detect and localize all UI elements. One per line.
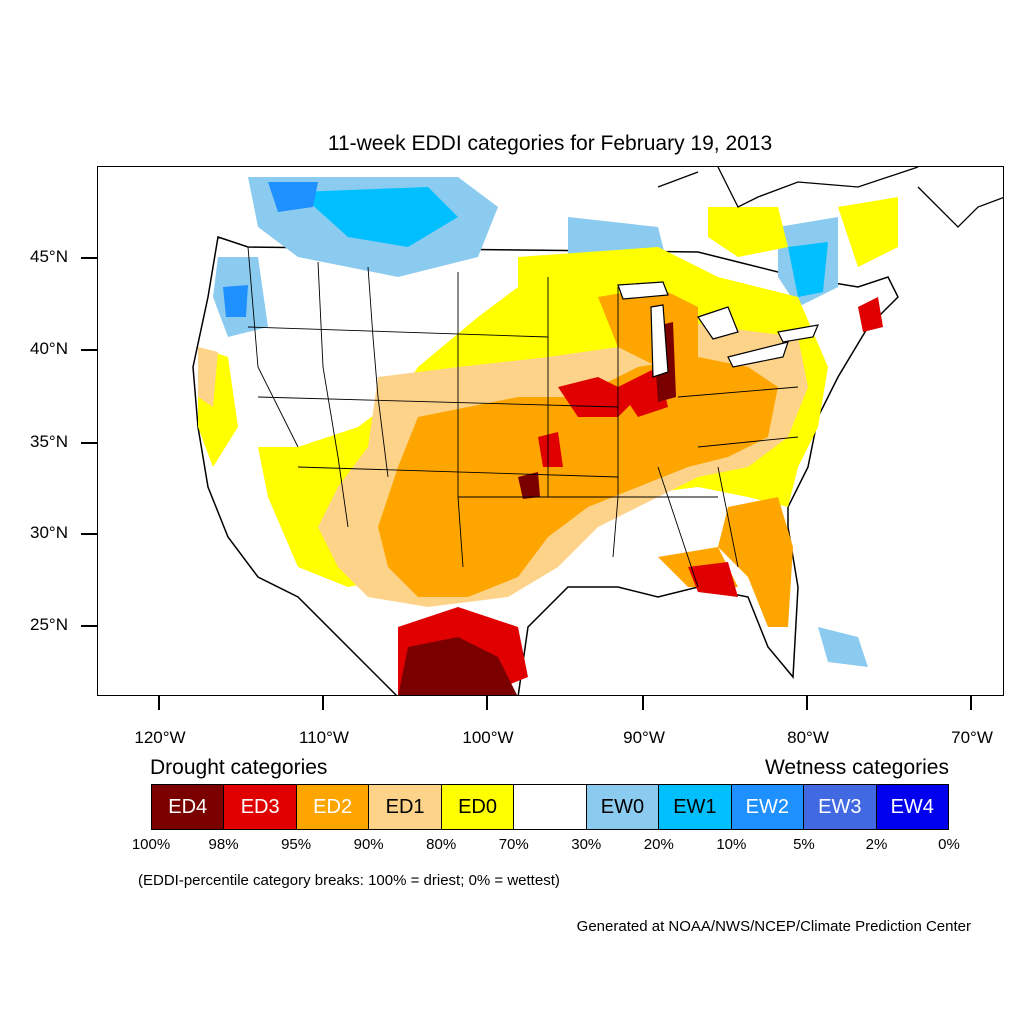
legend-category-ew2: EW2 xyxy=(731,785,805,829)
wetness-heading: Wetness categories xyxy=(764,756,949,779)
lon-label-100w: 100°W xyxy=(462,728,514,747)
legend-category-neutral xyxy=(514,785,587,829)
legend-color-bar: ED4 ED3 ED2 ED1 ED0 EW0 EW1 EW2 EW3 EW4 xyxy=(151,784,949,830)
lon-label-70w: 70°W xyxy=(951,728,993,747)
percentile-label: 5% xyxy=(793,836,815,853)
lon-tick xyxy=(158,696,160,710)
lat-label-45: 45°N xyxy=(30,247,68,266)
legend-category-ed3: ED3 xyxy=(224,785,297,829)
percentile-label: 98% xyxy=(208,836,239,853)
lat-tick xyxy=(81,257,97,259)
percentile-label: 95% xyxy=(281,836,312,853)
percentile-label: 70% xyxy=(498,836,529,853)
lon-tick xyxy=(486,696,488,710)
percentile-label: 0% xyxy=(938,836,960,853)
state-boundaries xyxy=(247,246,799,588)
lat-tick xyxy=(81,442,97,444)
percentile-label: 20% xyxy=(643,836,674,853)
credit-line: Generated at NOAA/NWS/NCEP/Climate Predi… xyxy=(576,918,971,935)
lat-tick xyxy=(81,625,97,627)
legend-category-ew1: EW1 xyxy=(659,785,732,829)
eddi-map xyxy=(192,167,1003,695)
legend-category-ew0: EW0 xyxy=(586,785,660,829)
lon-tick xyxy=(642,696,644,710)
great-lakes xyxy=(617,281,819,378)
percentile-label: 10% xyxy=(716,836,747,853)
map-panel xyxy=(97,166,1004,696)
legend-category-ew3: EW3 xyxy=(804,785,877,829)
lat-label-40: 40°N xyxy=(30,339,68,358)
lat-tick xyxy=(81,349,97,351)
lon-tick xyxy=(970,696,972,710)
lon-label-90w: 90°W xyxy=(623,728,665,747)
lat-tick xyxy=(81,533,97,535)
lon-label-120w: 120°W xyxy=(134,728,186,747)
lon-label-110w: 110°W xyxy=(299,728,349,747)
percentile-label: 30% xyxy=(571,836,602,853)
map-title: 11-week EDDI categories for February 19,… xyxy=(327,132,773,155)
percentile-label: 2% xyxy=(865,836,888,853)
canada-coastline xyxy=(657,167,1003,228)
legend-category-ed1: ED1 xyxy=(369,785,442,829)
lat-label-30: 30°N xyxy=(30,523,68,542)
percentile-label: 80% xyxy=(426,836,457,853)
lon-tick xyxy=(806,696,808,710)
lat-label-25: 25°N xyxy=(30,615,68,634)
percentile-label: 100% xyxy=(131,836,171,853)
lon-tick xyxy=(322,696,324,710)
legend-category-ew4: EW4 xyxy=(876,785,948,829)
legend-category-ed4: ED4 xyxy=(152,785,225,829)
category-note: (EDDI-percentile category breaks: 100% =… xyxy=(138,872,560,889)
drought-heading: Drought categories xyxy=(150,756,328,779)
percentile-label: 90% xyxy=(353,836,384,853)
lat-label-35: 35°N xyxy=(30,432,68,451)
legend-category-ed2: ED2 xyxy=(296,785,370,829)
legend-category-ed0: ED0 xyxy=(441,785,515,829)
ed2-areas xyxy=(378,287,793,627)
lon-label-80w: 80°W xyxy=(787,728,829,747)
